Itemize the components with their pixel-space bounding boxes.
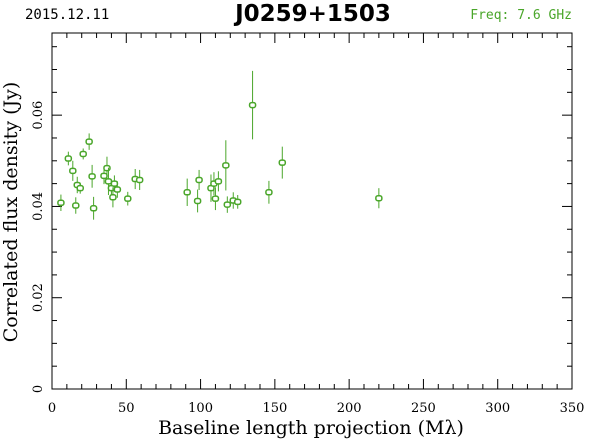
data-point: [375, 188, 383, 209]
data-point: [69, 160, 77, 181]
data-point: [79, 148, 87, 160]
x-tick-label: 250: [411, 401, 436, 416]
data-point: [64, 151, 73, 166]
data-marker: [214, 178, 223, 185]
data-marker: [110, 180, 119, 187]
data-point: [183, 178, 191, 206]
data-marker: [104, 178, 113, 185]
y-tick-label: 0: [31, 385, 46, 393]
data-point: [104, 167, 113, 196]
data-point: [76, 182, 84, 194]
data-marker: [88, 173, 96, 180]
x-tick-label: 350: [560, 401, 585, 416]
data-point: [278, 146, 287, 179]
x-tick-label: 300: [485, 401, 510, 416]
data-point: [265, 180, 273, 204]
data-marker: [278, 159, 287, 166]
data-marker: [135, 176, 144, 184]
data-point: [135, 169, 144, 191]
data-points: [57, 70, 383, 220]
data-marker: [85, 138, 93, 145]
plot-frame: [51, 32, 573, 390]
data-marker: [265, 189, 273, 196]
data-marker: [57, 199, 65, 207]
y-tick-label: 0.06: [31, 101, 46, 130]
data-marker: [69, 167, 77, 175]
data-point: [85, 133, 93, 150]
data-point: [57, 194, 65, 211]
x-tick-label: 150: [262, 401, 287, 416]
x-tick-label: 100: [188, 401, 213, 416]
data-point: [233, 195, 242, 209]
data-point: [72, 197, 80, 214]
data-point: [89, 196, 98, 220]
x-axis-label: Baseline length projection (Mλ): [158, 417, 464, 439]
data-marker: [124, 195, 132, 202]
data-point: [195, 169, 203, 191]
frequency-label: Freq: 7.6 GHz: [470, 8, 572, 23]
x-tick-label: 50: [118, 401, 135, 416]
data-marker: [89, 205, 98, 212]
data-point: [223, 196, 232, 213]
data-point: [248, 70, 257, 140]
data-point: [214, 171, 223, 192]
x-tick-label: 0: [48, 401, 56, 416]
data-marker: [183, 189, 191, 196]
data-marker: [223, 201, 232, 208]
y-axis-label: Correlated flux density (Jy): [0, 82, 22, 343]
data-marker: [248, 101, 257, 109]
data-point: [109, 187, 117, 208]
data-point: [193, 189, 202, 213]
data-marker: [64, 155, 73, 162]
data-point: [124, 191, 132, 206]
y-tick-label: 0.04: [31, 192, 46, 221]
observation-date: 2015.12.11: [25, 7, 109, 23]
x-tick-label: 200: [337, 401, 362, 416]
data-marker: [233, 198, 242, 206]
data-point: [88, 164, 96, 188]
data-marker: [375, 194, 383, 202]
data-point: [222, 140, 230, 191]
data-point: [211, 187, 220, 211]
data-marker: [211, 195, 220, 202]
data-marker: [109, 194, 117, 201]
data-marker: [193, 197, 202, 205]
axis-ticks: [51, 33, 573, 390]
data-point: [113, 181, 122, 198]
data-marker: [103, 164, 111, 172]
data-marker: [195, 176, 203, 184]
y-tick-label: 0.02: [31, 283, 46, 312]
data-marker: [79, 150, 87, 158]
data-marker: [72, 202, 80, 209]
chart-title: J0259+1503: [233, 1, 391, 27]
tick-labels: 0 50 100 150 200 250 300 350 0 0.02 0.04 0.06: [31, 101, 584, 416]
data-marker: [113, 186, 122, 193]
data-marker: [100, 172, 108, 180]
data-marker: [76, 184, 84, 192]
data-marker: [222, 162, 230, 169]
